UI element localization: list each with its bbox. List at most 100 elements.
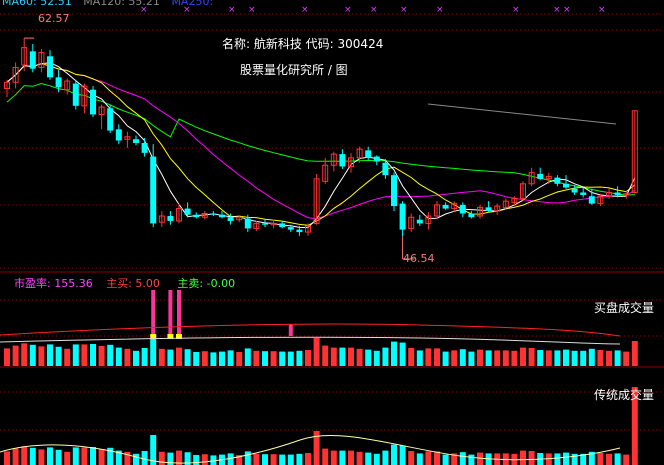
traditional-volume-bar <box>339 450 346 465</box>
candle-body-down <box>115 129 122 141</box>
buy-volume-bar <box>606 350 612 366</box>
candle-body-down <box>365 150 372 158</box>
traditional-volume-bar <box>47 447 53 465</box>
traditional-volume-bar <box>107 447 114 465</box>
buy-volume-bar <box>408 348 415 366</box>
buy-volume-bar <box>597 350 604 366</box>
buy-volume-bar <box>133 350 139 366</box>
signal-marker: × <box>400 5 408 15</box>
candle-body-up <box>502 200 509 208</box>
buy-volume-bar <box>150 338 157 366</box>
candle-body-down <box>588 196 595 204</box>
buy-volume-bar <box>520 347 526 366</box>
buy-volume-bar <box>537 350 544 366</box>
buy-volume-bar <box>631 341 638 366</box>
traditional-volume-bar <box>571 453 578 465</box>
ma60-legend: MA60: 52.51 <box>2 0 72 8</box>
buy-volume-bar <box>193 352 200 366</box>
buy-volume-bar <box>270 351 277 366</box>
ma120-line <box>427 103 617 125</box>
candle-body-down <box>442 204 449 209</box>
traditional-volume-bar <box>408 451 415 465</box>
traditional-volume-bar <box>201 454 208 465</box>
traditional-volume-bar <box>631 387 638 465</box>
main-buy-cap <box>176 334 182 339</box>
traditional-volume-bar <box>623 454 630 465</box>
candle-body-down <box>210 213 217 215</box>
buy-volume-bar <box>210 352 217 366</box>
candle-body-up <box>330 153 337 166</box>
buy-volume-bar <box>459 349 466 366</box>
ma20-line <box>6 63 636 220</box>
traditional-volume-bar <box>176 450 182 465</box>
buy-volume-bar <box>322 345 329 366</box>
buy-volume-bar <box>244 348 251 366</box>
candle-body-up <box>98 106 105 115</box>
traditional-volume-bar <box>580 453 587 465</box>
candle-body-up <box>12 66 19 83</box>
buy-volume-bar <box>64 348 71 366</box>
buy-volume-ma-red <box>0 323 621 337</box>
candle-body-down <box>563 183 569 188</box>
signal-marker: × <box>140 5 148 15</box>
buy-volume-bar <box>356 348 363 366</box>
buy-volume-bar <box>29 344 36 366</box>
traditional-volume-bar <box>287 454 294 465</box>
signal-marker: × <box>344 5 352 15</box>
signal-marker: × <box>563 5 571 15</box>
buy-volume-bar <box>158 348 165 366</box>
signal-marker: × <box>301 5 309 15</box>
candle-body-up <box>545 175 552 180</box>
buy-volume-bar <box>571 350 578 366</box>
ma60-line <box>6 82 635 196</box>
buy-volume-bar <box>236 352 243 366</box>
buy-volume-bar <box>563 349 569 366</box>
signal-marker: × <box>436 5 444 15</box>
candle-body-up <box>451 203 458 210</box>
traditional-volume-bar <box>416 453 423 465</box>
candle-body-down <box>219 214 225 218</box>
traditional-volume-bar <box>330 450 337 465</box>
traditional-volume-bar <box>262 454 268 465</box>
ma10-line <box>6 63 636 226</box>
main-buy-spike <box>288 324 293 336</box>
traditional-volume-bar <box>442 454 449 465</box>
candle-body-down <box>339 154 346 167</box>
traditional-volume-bar <box>4 451 10 465</box>
candle-body-down <box>167 216 174 221</box>
signal-marker: × <box>370 5 378 15</box>
main-buy-cap <box>150 334 157 339</box>
traditional-volume-bar <box>588 451 595 465</box>
traditional-volume-bar <box>434 451 440 465</box>
buy-volume-bar <box>55 346 62 366</box>
stock-name-code: 名称: 航新科技 代码: 300424 <box>222 37 384 51</box>
candle-body-down <box>141 142 148 153</box>
buy-volume-bar <box>373 350 380 366</box>
candle-body-up <box>425 215 432 224</box>
traditional-volume-bar <box>184 452 191 465</box>
candle-body-down <box>279 223 286 228</box>
buy-volume-bar <box>227 350 234 366</box>
main-buy-cap <box>167 334 174 339</box>
traditional-volume-bar <box>373 453 380 465</box>
candle-body-up <box>356 148 363 159</box>
buy-volume-bar <box>219 351 225 366</box>
buy-volume-bar <box>287 351 294 366</box>
candle-body-down <box>399 203 406 230</box>
candle-body-up <box>305 225 311 233</box>
buy-volume-bar <box>477 349 483 366</box>
signal-marker: × <box>512 5 520 15</box>
traditional-volume-bar <box>597 453 604 465</box>
candle-body-down <box>55 77 62 88</box>
traditional-volume-bar <box>270 454 277 465</box>
candle-body-down <box>193 214 200 218</box>
buy-volume-ma-white <box>0 336 621 345</box>
buy-volume-bar <box>184 349 191 366</box>
buy-volume-bar <box>296 350 303 366</box>
buy-volume-bar <box>545 350 552 366</box>
watermark-title: 股票量化研究所 / 图 <box>240 63 348 77</box>
buy-volume-bar <box>382 347 389 366</box>
buy-volume-bar <box>81 344 88 366</box>
candle-body-down <box>459 204 466 214</box>
candle-body-down <box>373 156 380 162</box>
